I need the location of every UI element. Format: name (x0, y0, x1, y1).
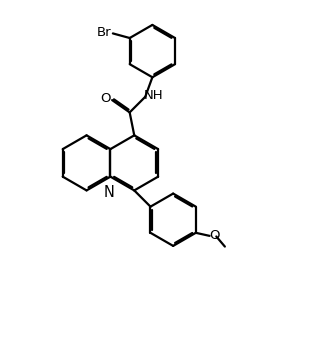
Text: N: N (103, 185, 114, 200)
Text: O: O (100, 92, 111, 105)
Text: O: O (209, 230, 220, 242)
Text: NH: NH (144, 89, 164, 102)
Text: Br: Br (97, 26, 112, 39)
